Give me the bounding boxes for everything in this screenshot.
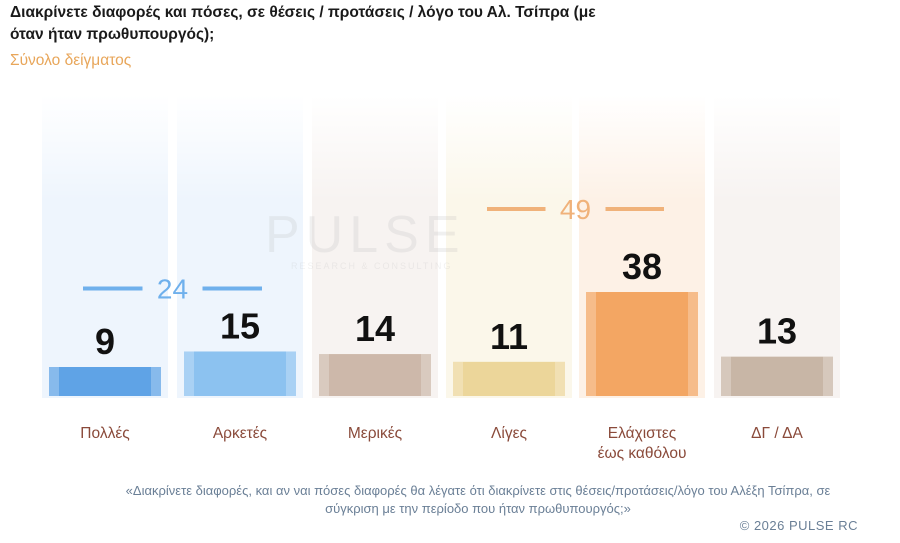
category-label-line: Ελάχιστες: [607, 425, 677, 442]
bar-highlight: [49, 367, 59, 396]
bar: [184, 351, 296, 396]
column-fade: [312, 95, 438, 398]
bar: [319, 354, 431, 396]
bar-highlight: [151, 367, 161, 396]
copyright-text: © 2026 PULSE RC: [739, 518, 858, 533]
category-label-line: έως καθόλου: [597, 445, 687, 462]
chart-subtitle: Σύνολο δείγματος: [10, 52, 132, 69]
bar-highlight: [286, 351, 296, 396]
bar-value-label: 13: [757, 311, 797, 352]
bar-highlight: [184, 351, 194, 396]
group-sum-label: 24: [157, 273, 188, 304]
bar-value-label: 9: [95, 321, 115, 362]
bar-highlight: [319, 354, 329, 396]
bar-highlight: [823, 356, 833, 396]
question-note: «Διακρίνετε διαφορές, και αν ναι πόσες δ…: [125, 483, 831, 516]
bar: [453, 361, 565, 396]
bar-value-label: 38: [622, 246, 662, 287]
category-label: Λίγες: [449, 424, 569, 444]
category-label-line: ΔΓ / ΔΑ: [751, 425, 803, 442]
bar-highlight: [721, 356, 731, 396]
bar-value-label: 15: [220, 305, 260, 346]
category-label-line: Αρκετές: [212, 425, 268, 442]
bar: [49, 367, 161, 396]
column-fade: [42, 95, 168, 398]
category-label-line: Λίγες: [491, 425, 527, 442]
category-label: Ελάχιστες έως καθόλου: [582, 424, 702, 464]
bar-highlight: [688, 292, 698, 396]
bar-highlight: [586, 292, 596, 396]
chart-title: Διακρίνετε διαφορές και πόσες, σε θέσεις…: [10, 4, 596, 43]
bar-highlight: [555, 361, 565, 396]
category-label: Πολλές: [45, 424, 165, 444]
bar: [586, 292, 698, 396]
column-fade: [714, 95, 840, 398]
bar-highlight: [421, 354, 431, 396]
bar-value-label: 14: [355, 308, 395, 349]
column-fade: [177, 95, 303, 398]
bar: [721, 356, 833, 396]
category-label-line: Μερικές: [347, 425, 403, 442]
bar-highlight: [453, 361, 463, 396]
group-sum-label: 49: [560, 194, 591, 225]
bar-value-label: 11: [490, 316, 528, 357]
category-label: Μερικές: [315, 424, 435, 444]
category-label: Αρκετές: [180, 424, 300, 444]
watermark-tagline: RESEARCH & CONSULTING: [291, 261, 453, 271]
pulse-watermark: PULSE RESEARCH & CONSULTING: [265, 205, 495, 271]
column-fade: [446, 95, 572, 398]
category-label-line: Πολλές: [80, 425, 130, 442]
watermark-logo-text: PULSE: [265, 206, 466, 264]
category-label: ΔΓ / ΔΑ: [717, 424, 837, 444]
